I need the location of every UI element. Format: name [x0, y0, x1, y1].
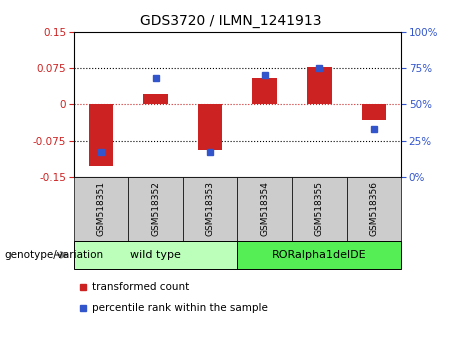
Bar [361, 104, 386, 120]
Bar [237, 177, 292, 241]
Text: transformed count: transformed count [92, 282, 189, 292]
Bar [183, 177, 237, 241]
Bar [128, 177, 183, 241]
Text: GSM518351: GSM518351 [96, 181, 106, 236]
Bar [253, 78, 277, 104]
Text: GSM518353: GSM518353 [206, 181, 215, 236]
Text: GDS3720 / ILMN_1241913: GDS3720 / ILMN_1241913 [140, 14, 321, 28]
Bar [198, 104, 222, 150]
Bar [89, 104, 113, 166]
Bar [347, 177, 401, 241]
Text: GSM518356: GSM518356 [369, 181, 378, 236]
Bar [292, 177, 347, 241]
Bar [143, 94, 168, 104]
Text: percentile rank within the sample: percentile rank within the sample [92, 303, 268, 313]
Bar [237, 241, 401, 269]
Text: RORalpha1delDE: RORalpha1delDE [272, 250, 366, 260]
Text: GSM518355: GSM518355 [315, 181, 324, 236]
Text: wild type: wild type [130, 250, 181, 260]
Text: GSM518352: GSM518352 [151, 181, 160, 236]
Bar [307, 67, 331, 104]
Bar [74, 177, 128, 241]
Bar [74, 241, 237, 269]
Text: genotype/variation: genotype/variation [5, 250, 104, 260]
Text: GSM518354: GSM518354 [260, 181, 269, 236]
